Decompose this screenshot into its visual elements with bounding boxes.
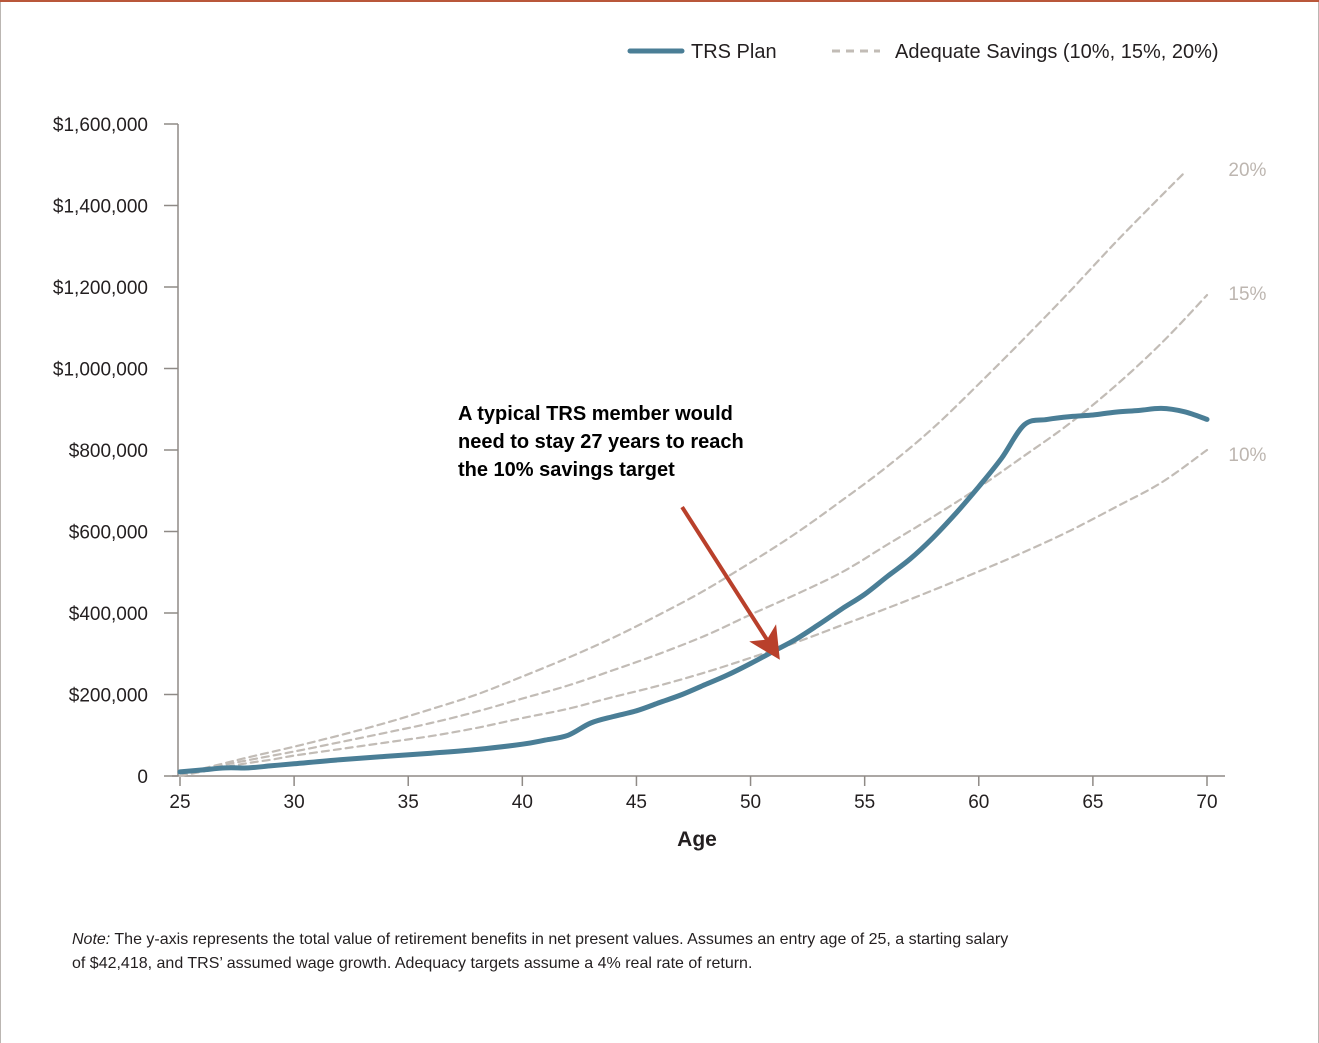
- y-tick-label: $1,000,000: [53, 360, 148, 381]
- legend-trs-label: TRS Plan: [691, 41, 777, 63]
- series-end-label: 20%: [1228, 160, 1266, 181]
- x-tick-label: 35: [398, 792, 419, 813]
- y-tick-label: $1,600,000: [53, 115, 148, 136]
- y-tick-label: $800,000: [69, 441, 148, 462]
- series-line-trs-plan: [177, 405, 1210, 775]
- annotation-line-3: the 10% savings target: [458, 459, 675, 481]
- y-tick-label: $600,000: [69, 523, 148, 544]
- chart-note: Note: The y-axis represents the total va…: [72, 928, 1242, 976]
- x-tick-label: 45: [626, 792, 647, 813]
- x-tick-label: 65: [1082, 792, 1103, 813]
- legend-adequate-label: Adequate Savings (10%, 15%, 20%): [895, 41, 1219, 63]
- series-line-15-pct: [178, 294, 1209, 778]
- x-tick-label: 55: [854, 792, 875, 813]
- series-end-labels: 20% 15% 10%: [1228, 160, 1266, 466]
- note-label: Note:: [72, 931, 111, 948]
- series-layer: [177, 171, 1210, 778]
- x-tick-label: 25: [169, 792, 190, 813]
- legend: TRS Plan Adequate Savings (10%, 15%, 20%…: [627, 41, 1219, 63]
- x-tick-label: 70: [1196, 792, 1217, 813]
- x-tick-label: 50: [740, 792, 761, 813]
- y-tick-label: $400,000: [69, 604, 148, 625]
- annotation-arrow: [680, 505, 780, 660]
- note-line-1: Note: The y-axis represents the total va…: [72, 928, 1242, 952]
- top-rule: [0, 0, 1319, 2]
- y-tick-label: $1,200,000: [53, 278, 148, 299]
- x-axis-title: Age: [677, 828, 717, 851]
- x-ticks: 25 30 35 40 45 50 55 60 65 70: [169, 776, 1218, 813]
- note-text-1: The y-axis represents the total value of…: [114, 931, 1009, 948]
- x-tick-label: 40: [512, 792, 533, 813]
- note-line-2: of $42,418, and TRS’ assumed wage growth…: [72, 955, 753, 972]
- y-tick-label: $200,000: [69, 686, 148, 707]
- x-tick-label: 30: [284, 792, 305, 813]
- series-line-20-pct: [178, 171, 1186, 778]
- series-end-label: 10%: [1228, 445, 1266, 466]
- y-tick-label: 0: [137, 767, 148, 788]
- y-tick-label: $1,400,000: [53, 197, 148, 218]
- annotation: A typical TRS member would need to stay …: [458, 403, 780, 660]
- annotation-line-1: A typical TRS member would: [458, 403, 733, 425]
- y-ticks: 0 $200,000 $400,000 $600,000 $800,000 $1,000,…: [53, 115, 178, 788]
- annotation-line-2: need to stay 27 years to reach: [458, 431, 744, 453]
- series-end-label: 15%: [1228, 284, 1266, 305]
- x-tick-label: 60: [968, 792, 989, 813]
- series-line-10-pct: [178, 448, 1209, 778]
